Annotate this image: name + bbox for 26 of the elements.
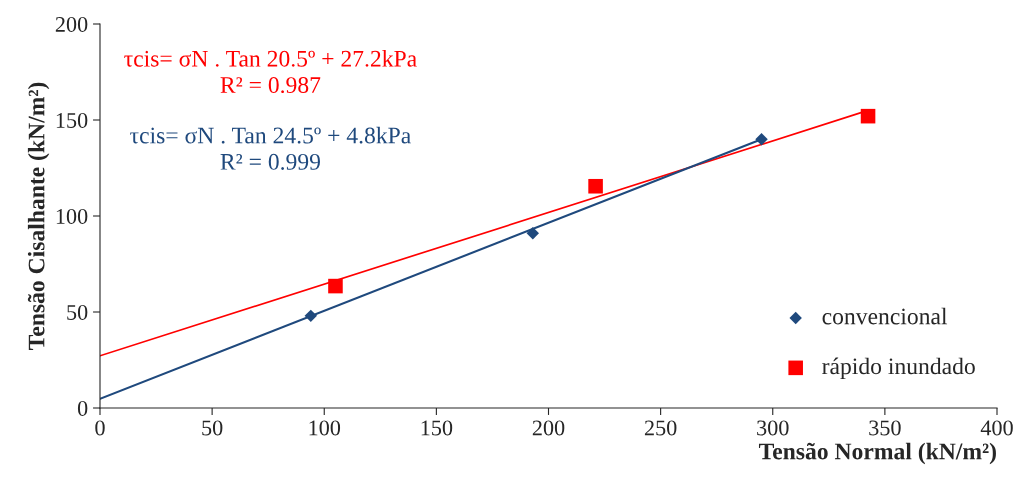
y-tick-label: 150 [56,112,88,128]
point [526,227,540,240]
x-tick-label: 350 [869,420,901,436]
point [328,278,343,294]
x-tick-label: 200 [532,420,565,436]
legend-label: convencional [822,307,948,325]
legend-label: rápido inundado [822,357,975,380]
x-tick-label: 50 [202,420,223,436]
x-tick-label: 400 [980,420,1013,436]
annotation: τcis= σN . Tan 24.5º + 4.8kPa R² = 0.999 [130,126,411,170]
y-tick-label: 50 [67,304,88,320]
y-tick-label: 0 [77,400,88,416]
point [304,309,318,323]
point [860,108,876,124]
y-axis-title: Tensão Cisalhante (kN/m²) [27,82,50,350]
point [755,132,768,146]
x-tick-label: 150 [421,420,453,436]
x-tick-label: 100 [309,420,341,436]
x-axis-title: Tensão Normal (kN/m²) [758,442,996,465]
y-tick-label: 200 [55,16,88,32]
point [588,178,603,194]
x-tick-label: 250 [644,420,677,436]
x-tick-label: 0 [95,420,105,436]
annotation: τcis= σN . Tan 20.5º + 27.2kPa R² = 0.987 [124,50,417,94]
y-tick-label: 100 [56,208,88,224]
x-tick-label: 300 [757,420,789,436]
